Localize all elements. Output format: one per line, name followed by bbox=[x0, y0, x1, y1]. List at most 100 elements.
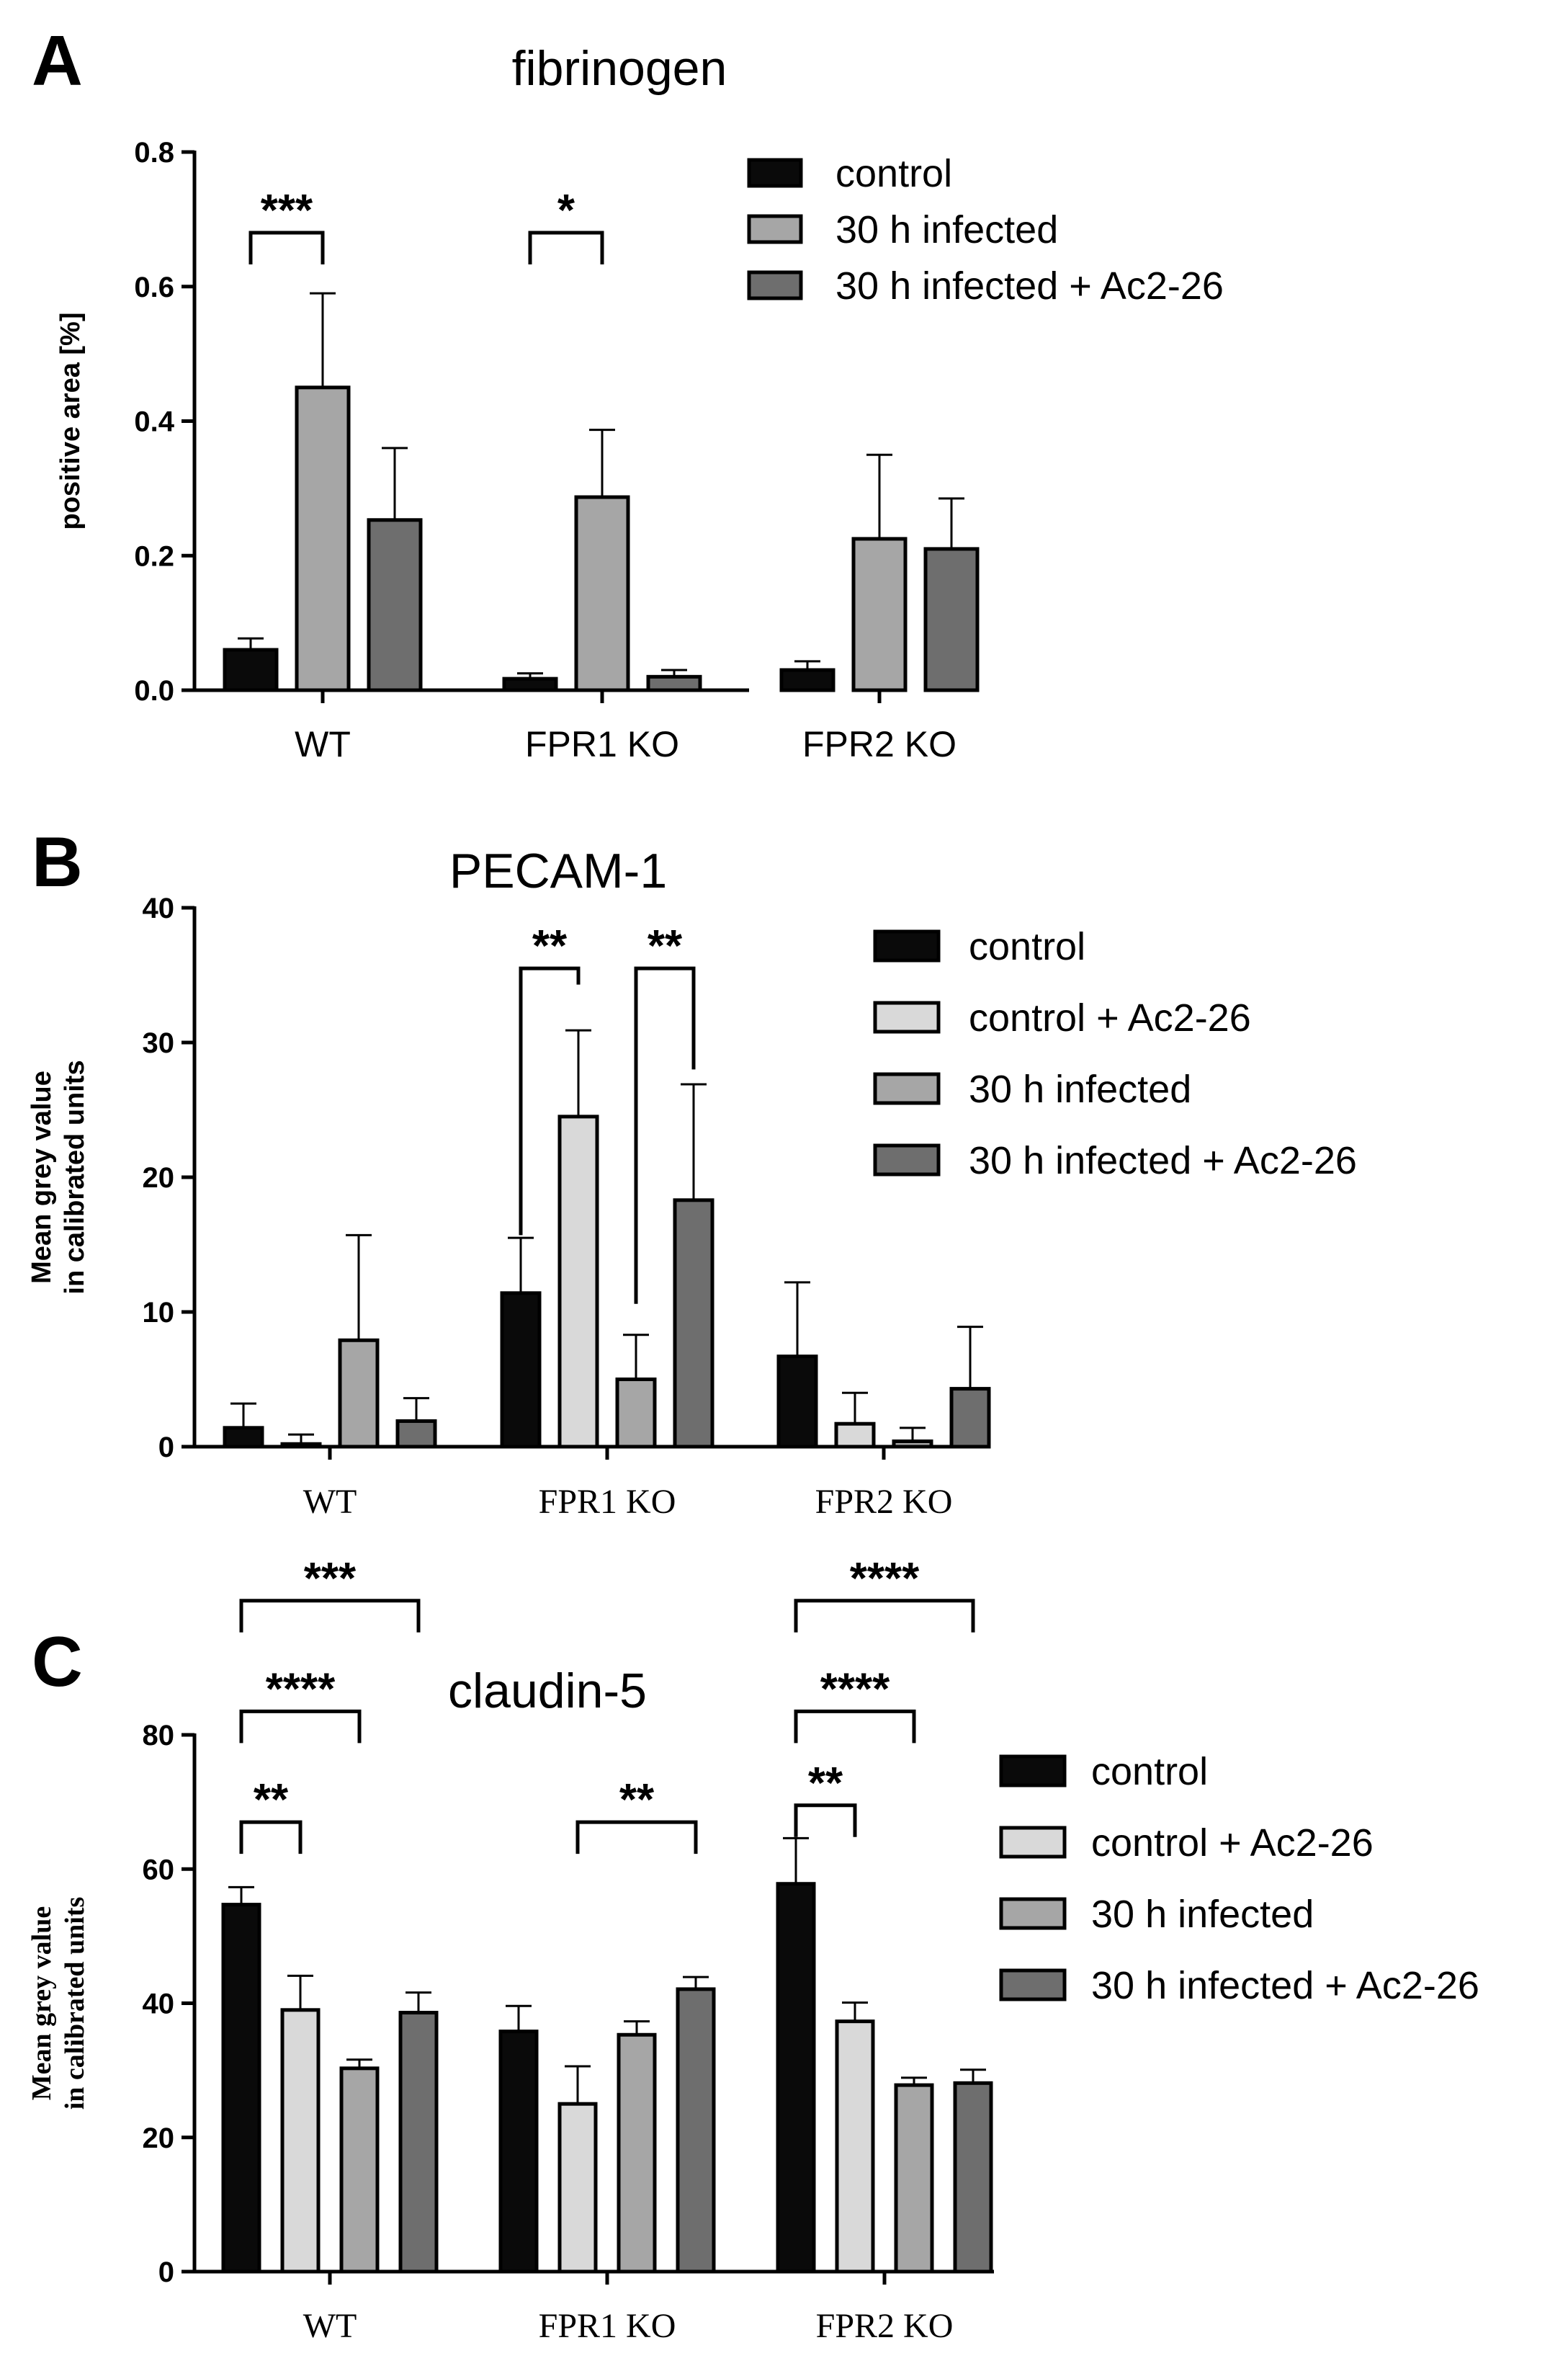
chart-title: PECAM-1 bbox=[449, 844, 667, 898]
legend-swatch bbox=[873, 1143, 941, 1177]
bar bbox=[500, 1291, 542, 1449]
legend-label: control bbox=[969, 925, 1085, 968]
legend-label: 30 h infected + Ac2-26 bbox=[1091, 1964, 1479, 2007]
legend-swatch bbox=[747, 270, 803, 300]
significance-label: *** bbox=[261, 186, 313, 236]
y-tick-label: 40 bbox=[143, 1988, 175, 2020]
significance-bracket bbox=[239, 1599, 421, 1633]
panel-letter: B bbox=[32, 822, 83, 901]
bar bbox=[502, 677, 558, 692]
y-tick-label: 20 bbox=[143, 1162, 175, 1194]
legend-label: 30 h infected bbox=[1091, 1893, 1314, 1936]
legend-label: control bbox=[835, 152, 952, 195]
legend-label: 30 h infected bbox=[835, 208, 1058, 251]
y-axis-label: positive area [%] bbox=[55, 313, 86, 530]
legend-swatch bbox=[873, 1001, 941, 1034]
bar bbox=[574, 495, 630, 692]
bar bbox=[835, 2019, 875, 2274]
legend-label: 30 h infected + Ac2-26 bbox=[969, 1139, 1357, 1182]
legend-swatch bbox=[999, 1826, 1067, 1859]
x-tick-label: FPR2 KO bbox=[802, 724, 957, 764]
x-tick-label: WT bbox=[303, 1483, 357, 1521]
bar bbox=[834, 1421, 876, 1449]
y-tick-label: 30 bbox=[143, 1027, 175, 1059]
significance-bracket bbox=[794, 1709, 916, 1744]
significance-bracket bbox=[794, 1803, 857, 1837]
panel-b: B PECAM-1 Mean grey value in calibrated uni… bbox=[27, 822, 1357, 1521]
y-tick-label: 10 bbox=[143, 1297, 175, 1329]
x-tick-label: FPR1 KO bbox=[525, 724, 679, 764]
bar bbox=[894, 2083, 934, 2274]
bar bbox=[338, 1338, 380, 1449]
bar bbox=[892, 1439, 933, 1449]
y-tick-label: 60 bbox=[143, 1854, 175, 1885]
y-tick-label: 80 bbox=[143, 1720, 175, 1751]
y-axis-label-line: in calibrated units bbox=[60, 1060, 90, 1294]
bar bbox=[776, 1354, 818, 1449]
x-tick-label: WT bbox=[303, 2307, 357, 2345]
bar bbox=[295, 385, 351, 692]
significance-label: *** bbox=[304, 1554, 357, 1604]
bar bbox=[673, 1198, 714, 1449]
bar bbox=[779, 668, 835, 692]
significance-label: **** bbox=[266, 1664, 336, 1714]
bar bbox=[395, 1419, 437, 1449]
bar bbox=[949, 1387, 991, 1449]
legend-label: control + Ac2-26 bbox=[1091, 1821, 1374, 1865]
x-tick-label: WT bbox=[295, 724, 351, 764]
significance-label: ** bbox=[648, 921, 683, 971]
significance-label: ** bbox=[532, 921, 568, 971]
significance-bracket bbox=[575, 1820, 698, 1854]
chart-title: fibrinogen bbox=[512, 41, 727, 96]
y-tick-label: 0.0 bbox=[134, 675, 174, 707]
bar bbox=[223, 1426, 264, 1449]
y-tick-label: 20 bbox=[143, 2122, 175, 2154]
legend-label: control + Ac2-26 bbox=[969, 996, 1251, 1040]
bar bbox=[617, 2032, 657, 2274]
legend-swatch bbox=[999, 1754, 1067, 1787]
y-tick-label: 0.6 bbox=[134, 272, 174, 303]
significance-bracket bbox=[634, 966, 696, 1304]
significance-label: **** bbox=[850, 1554, 920, 1604]
bar bbox=[615, 1378, 657, 1449]
bar bbox=[221, 1903, 261, 2274]
y-tick-label: 0.2 bbox=[134, 540, 174, 572]
bar bbox=[557, 1115, 599, 1449]
significance-bracket bbox=[519, 966, 581, 1236]
significance-bracket bbox=[528, 231, 604, 265]
legend-swatch bbox=[747, 214, 803, 244]
significance-label: * bbox=[557, 186, 575, 236]
legend-swatch bbox=[999, 1968, 1067, 2001]
significance-label: **** bbox=[820, 1664, 890, 1714]
panel-letter: C bbox=[32, 1622, 83, 1701]
bar bbox=[280, 1442, 322, 1449]
y-tick-label: 0 bbox=[158, 2256, 174, 2288]
chart-title: claudin-5 bbox=[448, 1664, 647, 1718]
bar bbox=[557, 2102, 598, 2274]
y-tick-label: 40 bbox=[143, 893, 175, 924]
y-tick-label: 0 bbox=[158, 1432, 174, 1463]
bar bbox=[339, 2066, 380, 2274]
significance-label: ** bbox=[619, 1775, 655, 1825]
y-axis-label-line: Mean grey value bbox=[27, 1906, 57, 2100]
y-tick-label: 0.8 bbox=[134, 137, 174, 169]
bar bbox=[223, 648, 279, 692]
bar bbox=[646, 674, 702, 692]
significance-label: ** bbox=[808, 1759, 843, 1808]
significance-bracket bbox=[794, 1599, 975, 1633]
y-axis-label-line: Mean grey value bbox=[27, 1071, 57, 1284]
bar bbox=[280, 2008, 321, 2274]
significance-label: ** bbox=[254, 1775, 289, 1825]
y-axis-label-line: in calibrated units bbox=[60, 1897, 90, 2110]
bar bbox=[776, 1882, 816, 2274]
x-tick-label: FPR1 KO bbox=[539, 1483, 676, 1521]
bar bbox=[398, 2011, 439, 2274]
legend-swatch bbox=[873, 929, 941, 963]
bar bbox=[953, 2081, 993, 2274]
significance-bracket bbox=[239, 1709, 362, 1744]
bar bbox=[676, 1987, 716, 2274]
panel-letter: A bbox=[32, 21, 83, 100]
